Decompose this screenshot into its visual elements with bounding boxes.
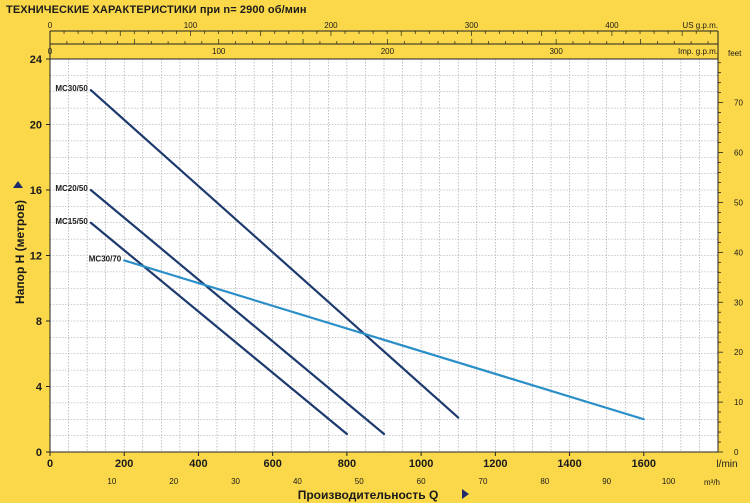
us-gpm-unit-label: US g.p.m.: [682, 21, 718, 30]
x-tick-label: 1600: [632, 458, 656, 470]
m3h-tick-label: 30: [231, 477, 240, 486]
m3h-tick-label: 90: [602, 477, 611, 486]
x-tick-label: 800: [338, 458, 356, 470]
series-line-mc30-50: [89, 89, 460, 419]
feet-tick-label: 0: [734, 448, 739, 457]
imp-gpm-tick-label: 300: [549, 47, 563, 56]
feet-tick-label: 70: [734, 99, 743, 108]
y-tick-label: 12: [30, 251, 42, 263]
feet-tick-label: 30: [734, 298, 743, 307]
x-tick-label: 1000: [409, 458, 433, 470]
imp-gpm-tick-label: 200: [381, 47, 395, 56]
y-axis-arrow-icon: [13, 181, 23, 188]
y-tick-label: 20: [30, 120, 42, 132]
x-tick-label: 200: [115, 458, 133, 470]
y-tick-label: 16: [30, 185, 42, 197]
us-gpm-tick-label: 400: [605, 21, 619, 30]
feet-tick-label: 50: [734, 198, 743, 207]
x-tick-label: 1400: [557, 458, 581, 470]
m3h-tick-label: 20: [169, 477, 178, 486]
us-gpm-tick-label: 0: [48, 21, 53, 30]
feet-tick-label: 40: [734, 248, 743, 257]
series-label: MC30/50: [55, 84, 88, 93]
us-gpm-tick-label: 300: [465, 21, 479, 30]
series-group: [89, 89, 645, 436]
m3h-tick-label: 60: [417, 477, 426, 486]
series-line-mc15-50: [89, 221, 348, 436]
us-gpm-tick-label: 200: [324, 21, 338, 30]
x-tick-label: 600: [263, 458, 281, 470]
us-gpm-tick-label: 100: [184, 21, 198, 30]
series-label: MC15/50: [55, 217, 88, 226]
y-axis-title: Напор H (метров): [13, 200, 27, 304]
imp-gpm-tick-label: 100: [212, 47, 226, 56]
series-line-mc30-70: [123, 259, 645, 421]
y-tick-label: 4: [36, 382, 43, 394]
x-tick-label: 400: [189, 458, 207, 470]
feet-tick-label: 20: [734, 348, 743, 357]
imp-gpm-unit-label: Imp. g.p.m.: [678, 47, 718, 56]
y-tick-label: 8: [36, 316, 42, 328]
m3h-tick-label: 40: [293, 477, 302, 486]
series-label: MC20/50: [55, 184, 88, 193]
m3h-tick-label: 70: [479, 477, 488, 486]
feet-tick-label: 10: [734, 398, 743, 407]
m3h-tick-label: 100: [662, 477, 676, 486]
m3h-tick-label: 80: [540, 477, 549, 486]
x-tick-label: 1200: [483, 458, 507, 470]
x-axis-title: Производительность Q: [298, 488, 439, 502]
series-label: MC30/70: [89, 254, 122, 263]
x-tick-label: 0: [47, 458, 53, 470]
x-axis-arrow-icon: [462, 489, 469, 499]
imp-gpm-tick-label: 0: [48, 47, 53, 56]
m3h-tick-label: 50: [355, 477, 364, 486]
page-title: ТЕХНИЧЕСКИЕ ХАРАКТЕРИСТИКИ при n= 2900 о…: [6, 4, 307, 16]
feet-tick-label: 60: [734, 149, 743, 158]
y-tick-label: 24: [30, 54, 43, 66]
m3h-tick-label: 10: [107, 477, 116, 486]
y-tick-label: 0: [36, 447, 42, 459]
axes: [46, 30, 723, 456]
m3h-unit-label: m³/h: [704, 478, 720, 487]
x-unit-label: l/min: [716, 459, 737, 470]
series-line-mc20-50: [89, 188, 386, 436]
feet-unit-label: feet: [728, 49, 742, 58]
